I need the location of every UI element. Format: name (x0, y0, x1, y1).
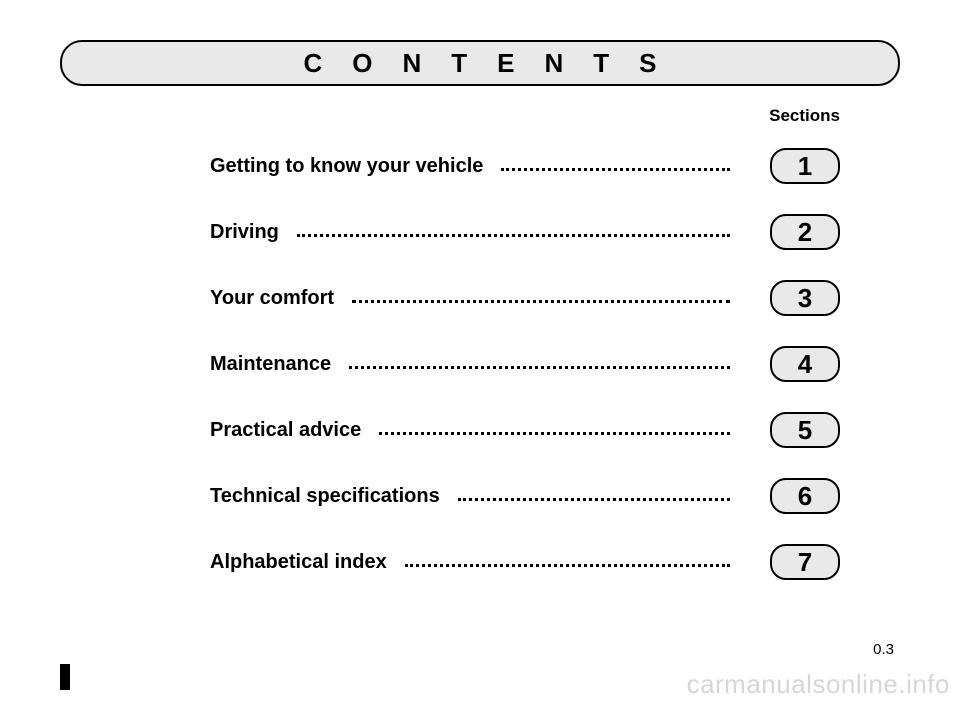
section-num: 5 (798, 415, 812, 446)
toc-row: Technical specifications 6 (210, 478, 840, 514)
section-pill: 7 (770, 544, 840, 580)
toc-dots (297, 227, 730, 237)
toc-label: Maintenance (210, 353, 349, 376)
section-pill: 5 (770, 412, 840, 448)
section-num: 3 (798, 283, 812, 314)
toc-label: Practical advice (210, 419, 379, 442)
page: CONTENTS Sections Getting to know your v… (0, 0, 960, 710)
section-pill: 4 (770, 346, 840, 382)
toc-list: Getting to know your vehicle 1 Driving 2… (60, 148, 900, 580)
toc-dots (349, 359, 730, 369)
section-num: 7 (798, 547, 812, 578)
toc-row: Alphabetical index 7 (210, 544, 840, 580)
toc-dots (352, 293, 730, 303)
page-number: 0.3 (873, 641, 894, 658)
corner-mark-icon (60, 664, 70, 690)
toc-dots (458, 491, 730, 501)
toc-label: Driving (210, 221, 297, 244)
toc-row: Practical advice 5 (210, 412, 840, 448)
sections-label: Sections (60, 106, 840, 126)
toc-label: Technical specifications (210, 485, 458, 508)
toc-label: Your comfort (210, 287, 352, 310)
toc-dots (501, 161, 730, 171)
toc-label: Alphabetical index (210, 551, 405, 574)
toc-row: Your comfort 3 (210, 280, 840, 316)
section-num: 1 (798, 151, 812, 182)
contents-header-text: CONTENTS (304, 48, 687, 79)
toc-dots (405, 557, 730, 567)
section-num: 4 (798, 349, 812, 380)
toc-row: Getting to know your vehicle 1 (210, 148, 840, 184)
section-num: 6 (798, 481, 812, 512)
toc-row: Maintenance 4 (210, 346, 840, 382)
toc-dots (379, 425, 730, 435)
toc-row: Driving 2 (210, 214, 840, 250)
contents-header-pill: CONTENTS (60, 40, 900, 86)
section-pill: 2 (770, 214, 840, 250)
section-pill: 3 (770, 280, 840, 316)
section-num: 2 (798, 217, 812, 248)
section-pill: 1 (770, 148, 840, 184)
toc-label: Getting to know your vehicle (210, 155, 501, 178)
section-pill: 6 (770, 478, 840, 514)
watermark-text: carmanualsonline.info (687, 669, 950, 700)
